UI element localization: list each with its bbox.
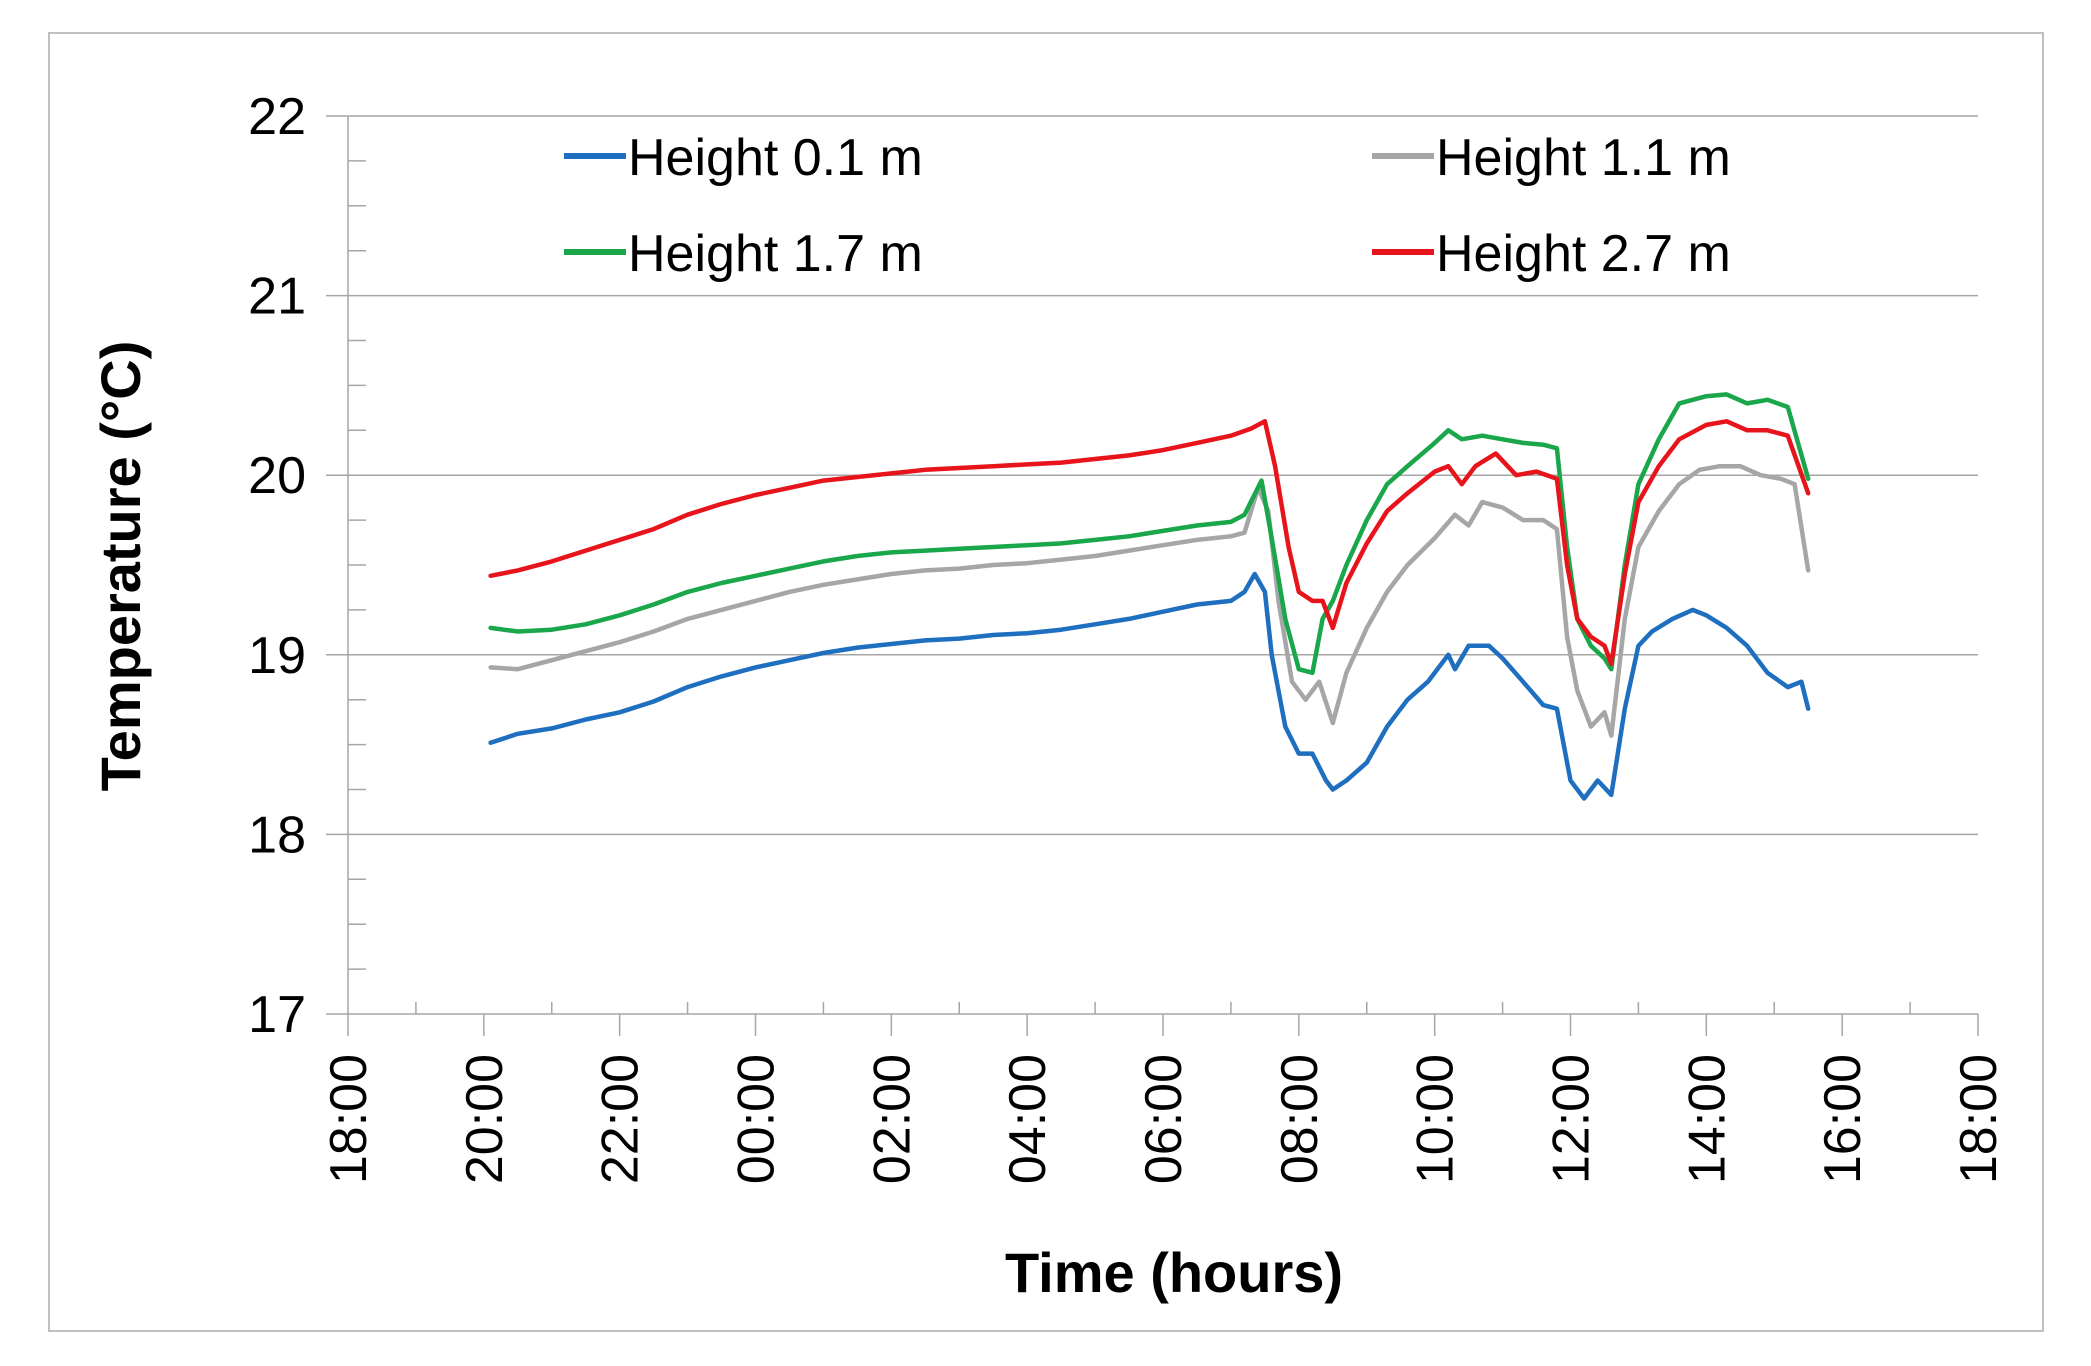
axis-labels: 17 18 19 20 21 22 18:00 20:00 22:00 00:00 02:00 04:… <box>248 88 2008 1184</box>
series-lines <box>488 392 1811 801</box>
x-tick-label: 12:00 <box>1543 1054 1601 1184</box>
legend-label-4: Height 2.7 m <box>1436 225 1731 283</box>
x-tick-label: 22:00 <box>592 1054 650 1184</box>
y-tick-label: 18 <box>248 806 306 864</box>
x-tick-label: 04:00 <box>999 1054 1057 1184</box>
x-tick-label: 14:00 <box>1678 1054 1736 1184</box>
legend-label-3: Height 1.7 m <box>628 225 923 283</box>
x-tick-label: 08:00 <box>1271 1054 1329 1184</box>
y-tick-label: 17 <box>248 986 306 1044</box>
x-tick-label: 18:00 <box>1950 1054 2008 1184</box>
x-tick-label: 02:00 <box>863 1054 921 1184</box>
series-line-1 <box>488 571 1811 801</box>
x-tick-label: 18:00 <box>320 1054 378 1184</box>
x-axis-title: Time (hours) <box>1005 1241 1343 1304</box>
temperature-chart: Height 0.1 m Height 1.1 m Height 1.7 m Heig… <box>89 88 2008 1304</box>
series-line-4 <box>488 419 1811 667</box>
axes <box>326 115 1979 1036</box>
x-tick-label: 20:00 <box>456 1054 514 1184</box>
series-line-2 <box>488 463 1811 738</box>
legend-label-2: Height 1.1 m <box>1436 129 1731 187</box>
legend: Height 0.1 m Height 1.1 m Height 1.7 m Heig… <box>564 129 1731 283</box>
x-tick-label: 10:00 <box>1407 1054 1465 1184</box>
x-tick-label: 16:00 <box>1814 1054 1872 1184</box>
series-line-3 <box>488 392 1811 676</box>
y-tick-label: 19 <box>248 627 306 685</box>
legend-label-1: Height 0.1 m <box>628 129 923 187</box>
y-tick-label: 20 <box>248 447 306 505</box>
x-tick-label: 00:00 <box>728 1054 786 1184</box>
gridlines <box>348 115 1978 836</box>
y-tick-label: 21 <box>248 268 306 326</box>
y-tick-label: 22 <box>248 88 306 146</box>
y-axis-title: Temperature (°C) <box>89 341 152 792</box>
x-tick-label: 06:00 <box>1135 1054 1193 1184</box>
chart-frame: Height 0.1 m Height 1.1 m Height 1.7 m Heig… <box>48 32 2044 1332</box>
